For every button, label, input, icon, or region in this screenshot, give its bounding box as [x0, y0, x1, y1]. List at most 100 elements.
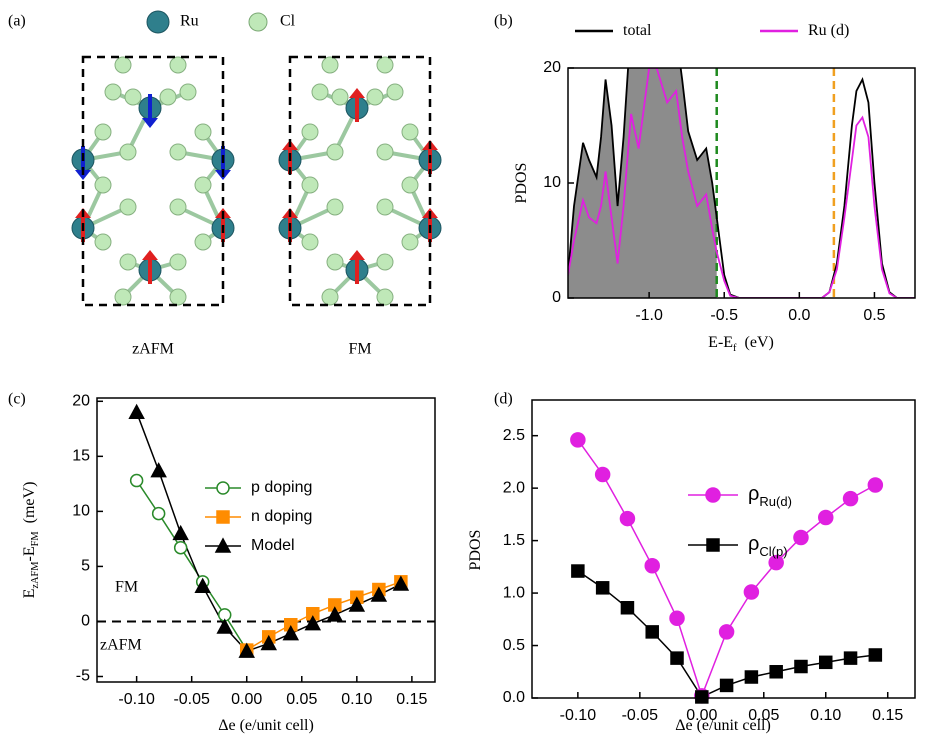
legend-label-part: Ru(d) [759, 494, 792, 509]
x-axis-label-part: Δe (e/unit cell) [218, 717, 314, 734]
data-point [128, 403, 145, 420]
y-tick-label: 2.0 [503, 479, 525, 496]
x-tick-label: 0.00 [686, 707, 717, 724]
legend-label-part: Cl(p) [759, 544, 787, 559]
cl-legend-atom [248, 12, 268, 32]
x-tick-label: 0.05 [286, 691, 317, 708]
cl-atom [169, 288, 187, 306]
cl-atom [94, 176, 112, 194]
panel-label: (c) [8, 391, 26, 408]
data-point [794, 659, 808, 674]
legend-label-part: p doping [251, 479, 312, 496]
y-axis-label-part: zAFM [30, 561, 41, 588]
x-axis-label: E-Ef (eV) [708, 334, 774, 354]
data-point [304, 615, 322, 631]
data-point [719, 678, 734, 693]
legend-label: total [623, 22, 652, 39]
x-tick-label: 0.15 [872, 707, 903, 724]
cl-atom [179, 83, 197, 101]
cl-legend-label: Cl [280, 13, 296, 30]
cl-atom [119, 143, 137, 161]
data-point [645, 625, 659, 639]
data-point [669, 610, 685, 627]
data-line [568, 68, 915, 298]
data-point [644, 558, 660, 574]
cl-atom [326, 143, 344, 161]
legend-marker [706, 538, 720, 552]
legend-label: p doping [251, 479, 312, 496]
y-tick-label: 10 [72, 503, 90, 520]
legend-label-part: Model [251, 537, 295, 554]
data-line [136, 480, 248, 651]
cl-atom [169, 143, 187, 161]
cl-atom [401, 176, 419, 194]
data-point [571, 564, 585, 578]
ru-legend-label: Ru [180, 13, 199, 30]
y-tick-label: 0 [552, 289, 561, 306]
cl-atom [301, 123, 319, 141]
y-axis-label-part: PDOS [467, 530, 484, 571]
data-point [744, 670, 759, 684]
data-point [818, 509, 834, 526]
y-axis-label-part: (meV) [21, 482, 38, 524]
data-point [670, 651, 684, 665]
x-tick-label: -0.5 [710, 307, 738, 324]
x-tick-label: -1.0 [635, 307, 663, 324]
data-point [151, 506, 166, 521]
data-point [867, 477, 884, 493]
x-tick-label: -0.10 [118, 691, 155, 708]
cl-atom [376, 56, 394, 74]
data-point [819, 655, 833, 670]
data-point [595, 581, 610, 595]
cl-atom [194, 233, 212, 251]
panel-label: (b) [494, 13, 513, 30]
x-tick-label: 0.15 [396, 691, 427, 708]
cl-atom [114, 56, 132, 74]
x-tick-label: 0.00 [231, 691, 262, 708]
x-axis-label: Δe (e/unit cell) [675, 717, 771, 734]
legend-label: Ru (d) [808, 22, 849, 39]
y-tick-label: -5 [76, 668, 90, 685]
cl-atom [321, 56, 339, 74]
x-tick-label: 0.10 [341, 691, 372, 708]
data-point [238, 642, 255, 658]
legend-marker [705, 487, 721, 503]
y-axis-label-part: -E [21, 546, 38, 561]
ru-legend-atom [146, 10, 170, 34]
cl-atom [376, 143, 394, 161]
cl-atom [366, 88, 384, 106]
y-tick-label: 0.0 [503, 689, 525, 706]
legend-label-part: total [623, 22, 652, 39]
cl-atom [376, 198, 394, 216]
cell-label: FM [348, 341, 371, 358]
x-tick-label: 0.5 [863, 307, 885, 324]
cl-atom [94, 123, 112, 141]
data-point [348, 596, 366, 612]
cl-atom [376, 253, 394, 271]
y-tick-label: 0.5 [503, 637, 525, 654]
data-point [194, 577, 211, 593]
x-tick-label: -0.05 [622, 707, 659, 724]
y-axis-label-part: E [21, 589, 38, 599]
cl-atom [376, 288, 394, 306]
cl-atom [194, 176, 212, 194]
unit-cell [81, 55, 225, 307]
spin-head [349, 88, 365, 98]
cl-atom [311, 83, 329, 101]
cl-atom [124, 88, 142, 106]
cl-atom [169, 198, 187, 216]
cl-atom [401, 123, 419, 141]
cl-atom [119, 198, 137, 216]
panel-label: (a) [8, 13, 26, 30]
legend-label-part: ρ [748, 533, 759, 555]
data-point [768, 554, 784, 571]
legend-marker [216, 481, 230, 495]
y-axis-label-part: PDOS [513, 163, 530, 204]
data-point [793, 529, 809, 546]
cl-atom [326, 198, 344, 216]
cell-label: zAFM [132, 341, 174, 358]
cl-atom [94, 233, 112, 251]
cl-atom [169, 253, 187, 271]
cl-atom [321, 288, 339, 306]
data-line [568, 68, 915, 298]
